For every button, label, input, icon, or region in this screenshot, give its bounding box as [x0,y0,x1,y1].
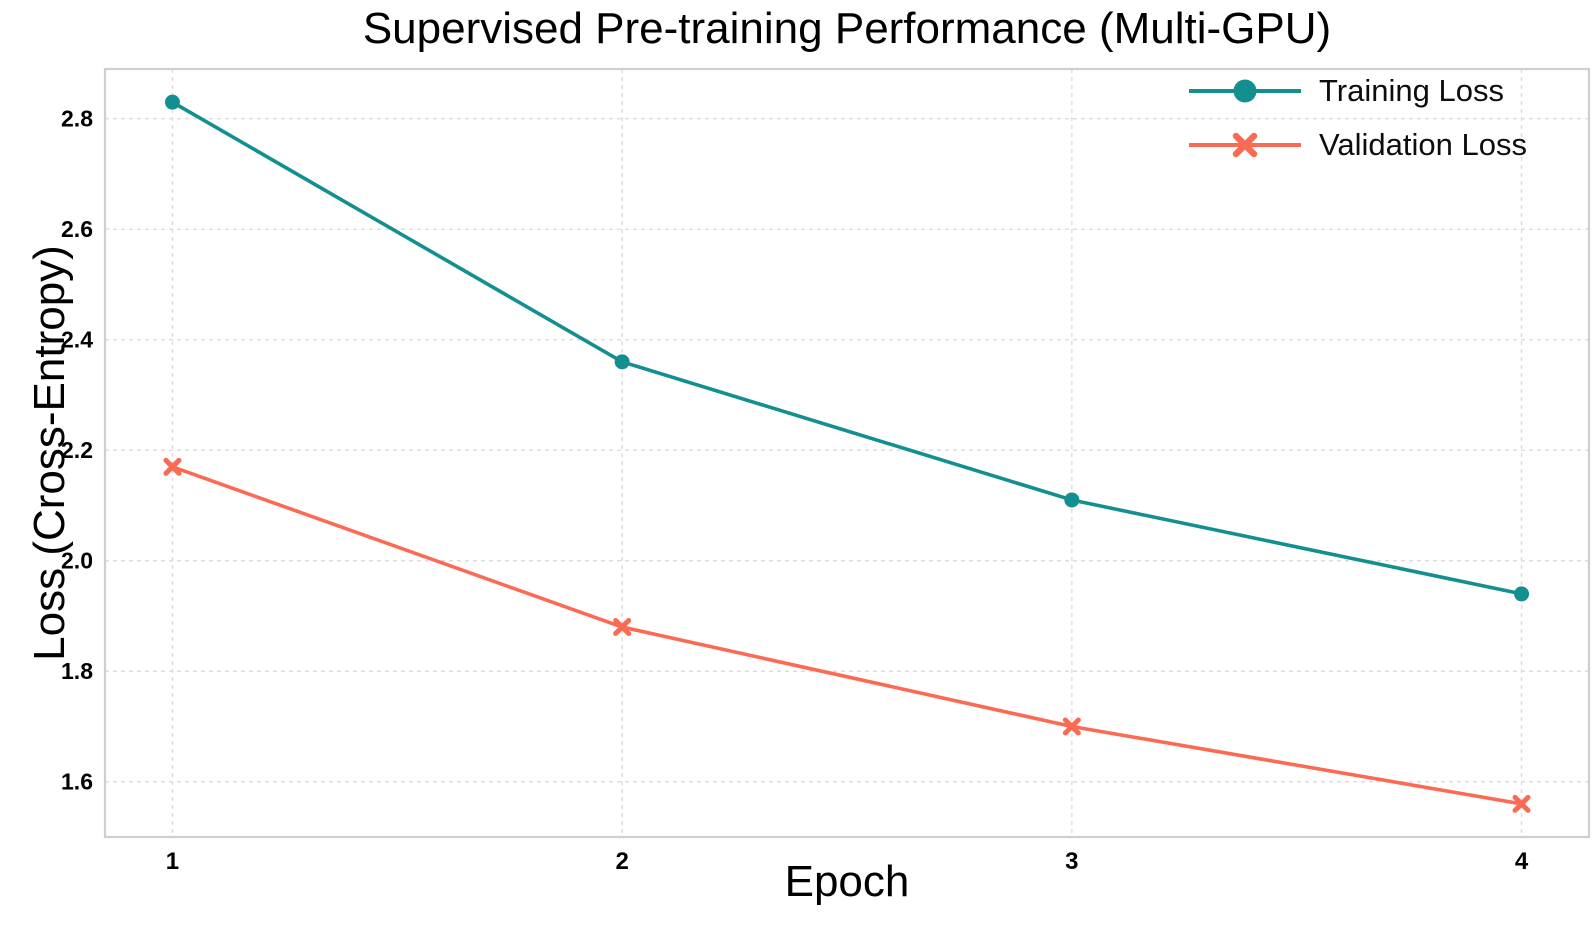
x-tick-label: 4 [1515,848,1529,875]
chart-title: Supervised Pre-training Performance (Mul… [362,4,1332,53]
y-tick-label: 2.8 [61,106,93,132]
data-point-x [1512,794,1531,813]
y-tick-label: 2.4 [61,327,93,353]
x-axis-label: Epoch [784,857,910,906]
y-tick-label: 2.0 [61,548,93,574]
y-tick-label: 2.6 [61,216,93,242]
data-point-circle [614,354,630,370]
data-point-x [613,618,632,637]
data-point-circle [164,94,180,110]
data-point-circle [1514,586,1530,602]
legend-row-training-loss: Training Loss [1185,66,1527,116]
y-tick-label: 1.8 [61,658,93,684]
y-tick-label: 1.6 [61,769,93,795]
legend-label-validation-loss: Validation Loss [1319,127,1527,162]
legend: Training Loss Validation Loss [1185,66,1527,170]
y-axis-label: Loss (Cross-Entropy) [25,245,74,661]
x-tick-label: 1 [166,848,179,875]
x-tick-label: 2 [615,848,628,875]
y-tick-label: 2.2 [61,437,93,463]
data-point-x [1062,717,1081,736]
x-tick-label: 3 [1065,848,1078,875]
training-loss-line-circle-icon [1189,79,1301,103]
legend-row-validation-loss: Validation Loss [1185,120,1527,170]
validation-loss-line-x-icon [1189,132,1301,158]
legend-label-training-loss: Training Loss [1319,73,1504,108]
data-point-x [163,457,182,476]
data-point-circle [1064,492,1080,508]
